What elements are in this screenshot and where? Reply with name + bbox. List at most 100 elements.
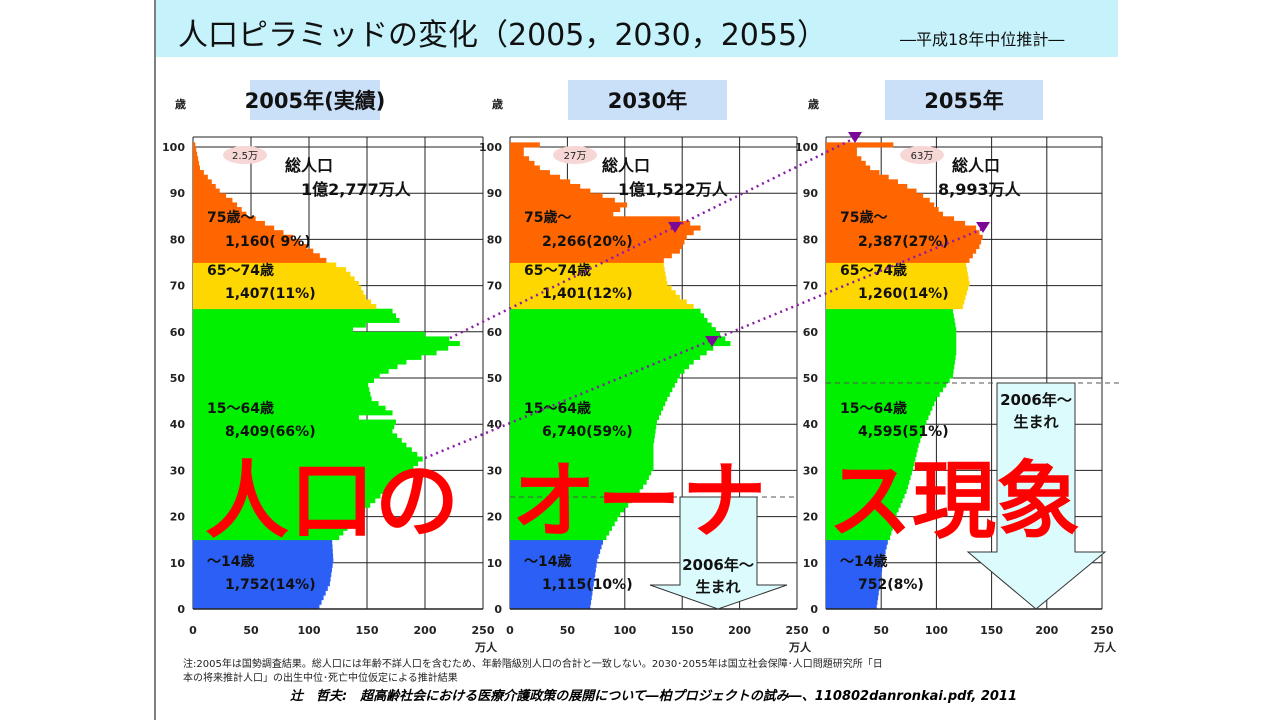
total-population-value: 1億2,777万人 bbox=[301, 180, 412, 199]
bar-age-59 bbox=[193, 331, 425, 337]
bar-age-37 bbox=[826, 433, 922, 439]
bar-age-1 bbox=[826, 599, 878, 605]
bar-age-50 bbox=[510, 373, 680, 379]
bar-age-14 bbox=[826, 539, 888, 545]
bar-age-35 bbox=[193, 442, 407, 448]
bar-age-17 bbox=[510, 525, 612, 531]
bar-age-9 bbox=[193, 562, 333, 568]
y-tick-label: 50 bbox=[487, 372, 503, 385]
bar-age-5 bbox=[193, 581, 330, 587]
bar-age-96 bbox=[510, 160, 535, 166]
bar-age-82 bbox=[510, 225, 701, 231]
bar-age-95 bbox=[826, 165, 871, 171]
bar-age-51 bbox=[193, 368, 389, 374]
year-label: 2030年 bbox=[608, 89, 687, 113]
y-tick-label: 100 bbox=[795, 141, 818, 154]
bar-age-68 bbox=[193, 290, 364, 296]
x-tick-label: 150 bbox=[980, 624, 1003, 637]
bar-age-15 bbox=[510, 535, 607, 541]
footnote-line-2: 本の将来推計人口」の出生中位･死亡中位仮定による推計結果 bbox=[183, 671, 458, 684]
bar-age-7 bbox=[826, 572, 882, 578]
bar-age-98 bbox=[826, 151, 857, 157]
bar-age-25 bbox=[193, 488, 386, 494]
total-population-label: 総人口 bbox=[952, 156, 1000, 175]
bar-age-67 bbox=[193, 294, 366, 300]
cohort-trend-line-lower bbox=[424, 226, 986, 460]
y-tick-label: 80 bbox=[170, 233, 186, 246]
bar-age-42 bbox=[510, 410, 662, 416]
bar-age-34 bbox=[826, 447, 918, 453]
x-tick-label: 250 bbox=[1091, 624, 1114, 637]
bar-age-94 bbox=[510, 170, 550, 176]
bar-age-84 bbox=[826, 216, 955, 222]
bar-age-23 bbox=[193, 498, 376, 504]
pyramid-panel-0: 2005年(実績) 歳万人 0 50 100 150 200 250 0 10 20 30 40 50 60… bbox=[162, 80, 498, 654]
y-tick-label: 0 bbox=[494, 603, 502, 616]
bar-age-3 bbox=[193, 590, 326, 596]
bar-age-44 bbox=[510, 401, 666, 407]
bar-age-37 bbox=[510, 433, 655, 439]
y-tick-label: 0 bbox=[177, 603, 185, 616]
bar-age-32 bbox=[510, 456, 654, 462]
bar-age-69 bbox=[826, 285, 969, 291]
bar-age-46 bbox=[826, 391, 940, 397]
bar-age-49 bbox=[826, 378, 950, 384]
total-population-label: 総人口 bbox=[602, 156, 650, 175]
bar-age-7 bbox=[193, 572, 332, 578]
age-group-label: 75歳～ bbox=[207, 209, 254, 226]
age-group-value: 6,740(59%) bbox=[542, 424, 633, 440]
x-tick-label: 50 bbox=[560, 624, 576, 637]
bar-age-57 bbox=[510, 341, 731, 347]
bar-age-33 bbox=[193, 451, 418, 457]
x-tick-label: 100 bbox=[613, 624, 636, 637]
page-title: 人口ピラミッドの変化（2005，2030，2055） bbox=[178, 18, 827, 53]
bar-age-74 bbox=[510, 262, 664, 268]
bar-age-24 bbox=[193, 493, 381, 499]
bar-age-82 bbox=[826, 225, 977, 231]
bar-age-69 bbox=[193, 285, 362, 291]
bar-age-86 bbox=[510, 207, 621, 213]
bar-age-8 bbox=[826, 567, 883, 573]
bar-age-66 bbox=[193, 299, 372, 305]
bar-age-16 bbox=[510, 530, 610, 536]
bar-age-45 bbox=[510, 396, 668, 402]
bar-age-13 bbox=[193, 544, 333, 550]
centenarian-bubble bbox=[553, 146, 597, 164]
bar-age-20 bbox=[826, 511, 897, 517]
bar-age-57 bbox=[826, 341, 957, 347]
bar-age-100 bbox=[193, 142, 196, 148]
bar-age-80 bbox=[510, 234, 687, 240]
x-tick-label: 0 bbox=[506, 624, 514, 637]
age-group-value: 2,266(20%) bbox=[542, 234, 633, 250]
bar-age-61 bbox=[193, 322, 366, 328]
y-tick-label: 30 bbox=[487, 464, 503, 477]
bar-age-72 bbox=[193, 271, 351, 277]
bar-age-90 bbox=[826, 188, 917, 194]
bar-age-2 bbox=[193, 595, 324, 601]
bar-age-97 bbox=[510, 156, 530, 162]
y-tick-label: 100 bbox=[162, 141, 185, 154]
year-label-box bbox=[885, 80, 1043, 120]
bar-age-47 bbox=[193, 387, 370, 393]
bar-age-65 bbox=[193, 304, 377, 310]
bar-age-77 bbox=[510, 248, 680, 254]
bar-age-78 bbox=[510, 244, 683, 250]
x-tick-label: 200 bbox=[1035, 624, 1058, 637]
onus-phenomenon-overlay-text: 人口のオーナス現象 bbox=[205, 452, 1080, 550]
y-tick-label: 40 bbox=[487, 418, 503, 431]
bar-age-41 bbox=[826, 414, 929, 420]
cohort-label-line-1: 2006年～ bbox=[1000, 391, 1072, 409]
bar-age-52 bbox=[193, 364, 398, 370]
age-group-label: 15～64歳 bbox=[207, 400, 274, 417]
bar-age-5 bbox=[510, 581, 594, 587]
y-tick-label: 60 bbox=[487, 326, 503, 339]
bar-age-32 bbox=[826, 456, 916, 462]
bar-age-44 bbox=[826, 401, 935, 407]
bar-age-35 bbox=[510, 442, 654, 448]
bar-age-93 bbox=[510, 174, 561, 180]
bar-age-26 bbox=[510, 484, 644, 490]
bar-age-84 bbox=[193, 216, 256, 222]
bar-age-42 bbox=[826, 410, 931, 416]
bar-age-43 bbox=[826, 405, 933, 411]
